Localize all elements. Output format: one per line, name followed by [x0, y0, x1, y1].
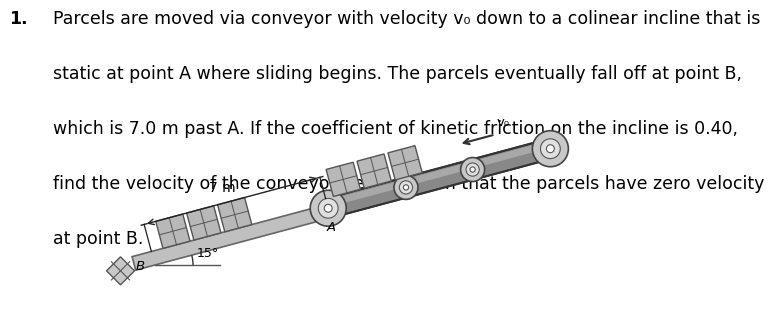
Polygon shape [326, 139, 553, 218]
Polygon shape [106, 257, 134, 285]
Text: A: A [327, 221, 336, 234]
Text: at point B.: at point B. [53, 230, 143, 248]
Circle shape [470, 167, 475, 172]
Polygon shape [156, 214, 190, 248]
Polygon shape [187, 206, 221, 240]
Polygon shape [217, 197, 252, 232]
Polygon shape [132, 200, 345, 270]
Circle shape [318, 198, 338, 218]
Circle shape [394, 175, 418, 199]
Text: find the velocity of the conveyor belt, v₀, such that the parcels have zero velo: find the velocity of the conveyor belt, … [53, 175, 764, 193]
Polygon shape [326, 162, 360, 196]
Circle shape [400, 181, 413, 194]
Circle shape [404, 185, 409, 190]
Circle shape [324, 204, 332, 212]
Polygon shape [326, 141, 550, 207]
Text: which is 7.0 m past A. If the coefficient of kinetic friction on the incline is : which is 7.0 m past A. If the coefficien… [53, 120, 738, 138]
Circle shape [461, 158, 485, 181]
Text: Parcels are moved via conveyor with velocity v₀ down to a colinear incline that : Parcels are moved via conveyor with velo… [53, 10, 760, 28]
Circle shape [466, 163, 480, 176]
Polygon shape [388, 146, 422, 180]
Circle shape [532, 131, 568, 167]
Text: 7 m: 7 m [209, 181, 235, 195]
Circle shape [540, 139, 560, 159]
Text: 1.: 1. [9, 10, 28, 28]
Text: B: B [136, 260, 144, 273]
Text: v₀: v₀ [497, 117, 510, 130]
Text: 15°: 15° [196, 247, 219, 260]
Polygon shape [357, 154, 391, 188]
Text: static at point A where sliding begins. The parcels eventually fall off at point: static at point A where sliding begins. … [53, 65, 742, 83]
Circle shape [310, 190, 346, 226]
Circle shape [546, 145, 554, 153]
